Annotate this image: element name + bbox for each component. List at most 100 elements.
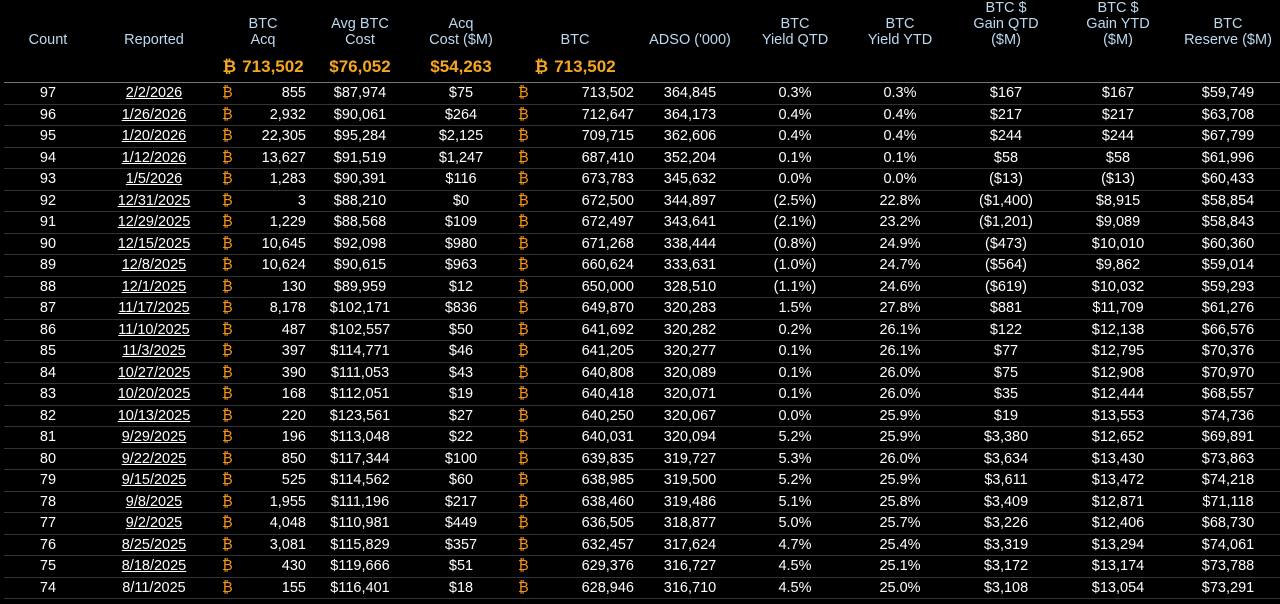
cell-btc-acq: ₿ 430 xyxy=(216,555,310,578)
bitcoin-icon: ₿ xyxy=(518,235,529,252)
cell-btc-acq: ₿ 487 xyxy=(216,319,310,341)
reported-date-link[interactable]: 1/20/2026 xyxy=(92,125,216,148)
bitcoin-icon: ₿ xyxy=(518,214,529,231)
bitcoin-icon: ₿ xyxy=(518,278,529,295)
cell-acq-cost: $0 xyxy=(410,190,512,212)
reported-date-link[interactable]: 12/1/2025 xyxy=(92,276,216,298)
bitcoin-icon: ₿ xyxy=(518,85,529,102)
table-row: 80 9/22/2025 ₿ 850 $117,344 $100 ₿ 639,835 319,7… xyxy=(4,448,1280,470)
cell-count: 78 xyxy=(4,491,92,513)
reported-date-link[interactable]: 10/20/2025 xyxy=(92,383,216,406)
cell-reserve: $61,276 xyxy=(1176,297,1280,320)
reported-date-link[interactable]: 12/8/2025 xyxy=(92,254,216,277)
reported-date-link[interactable]: 1/5/2026 xyxy=(92,168,216,191)
cell-btc-acq: ₿ 220 xyxy=(216,405,310,427)
bitcoin-icon: ₿ xyxy=(222,57,237,76)
cell-yield-qtd: (0.8%) xyxy=(742,233,848,255)
bitcoin-icon: ₿ xyxy=(518,364,529,381)
cell-gain-ytd: $8,915 xyxy=(1060,190,1176,212)
reported-date-link[interactable]: 8/18/2025 xyxy=(92,555,216,578)
total-btc: ₿ 713,502 xyxy=(512,52,638,83)
cell-gain-qtd: $3,226 xyxy=(952,512,1060,535)
bitcoin-icon: ₿ xyxy=(222,515,233,532)
table-row: 86 11/10/2025 ₿ 487 $102,557 $50 ₿ 641,692 320,2… xyxy=(4,319,1280,341)
cell-avg-cost: $110,981 xyxy=(310,512,410,535)
cell-reserve: $58,854 xyxy=(1176,190,1280,212)
cell-gain-qtd: $3,409 xyxy=(952,491,1060,513)
bitcoin-icon: ₿ xyxy=(518,106,529,123)
cell-yield-ytd: 25.8% xyxy=(848,491,952,513)
bitcoin-icon: ₿ xyxy=(222,450,233,467)
totals-row: ₿ 713,502 $76,052 $54,263 ₿ 713,502 xyxy=(4,52,1280,83)
reported-date-link[interactable]: 12/15/2025 xyxy=(92,233,216,255)
reported-date-link[interactable]: 10/27/2025 xyxy=(92,362,216,384)
cell-gain-ytd: $12,138 xyxy=(1060,319,1176,341)
cell-reserve: $70,376 xyxy=(1176,340,1280,363)
cell-yield-qtd: 0.1% xyxy=(742,147,848,169)
bitcoin-icon: ₿ xyxy=(222,493,233,510)
cell-reserve: $74,218 xyxy=(1176,469,1280,492)
cell-yield-ytd: 26.1% xyxy=(848,319,952,341)
reported-date-link[interactable]: 9/8/2025 xyxy=(92,491,216,513)
cell-count: 79 xyxy=(4,469,92,492)
cell-btc-acq: ₿ 397 xyxy=(216,340,310,363)
cell-yield-qtd: (1.0%) xyxy=(742,254,848,277)
cell-yield-qtd: 0.0% xyxy=(742,168,848,191)
cell-gain-ytd: $12,406 xyxy=(1060,512,1176,535)
cell-avg-cost: $112,051 xyxy=(310,383,410,406)
cell-gain-ytd: $13,054 xyxy=(1060,577,1176,599)
cell-gain-ytd: $13,472 xyxy=(1060,469,1176,492)
cell-reserve: $63,708 xyxy=(1176,104,1280,126)
reported-date-link[interactable]: 1/12/2026 xyxy=(92,147,216,169)
table-row: 79 9/15/2025 ₿ 525 $114,562 $60 ₿ 638,985 319,50… xyxy=(4,469,1280,492)
reported-date-link[interactable]: 2/2/2026 xyxy=(92,82,216,105)
cell-btc-acq: ₿ 2,932 xyxy=(216,104,310,126)
cell-yield-qtd: (2.1%) xyxy=(742,211,848,234)
cell-yield-ytd: 25.0% xyxy=(848,577,952,599)
cell-gain-qtd: $77 xyxy=(952,340,1060,363)
cell-gain-ytd: $12,871 xyxy=(1060,491,1176,513)
reported-date-link[interactable]: 10/13/2025 xyxy=(92,405,216,427)
cell-adso: 320,277 xyxy=(638,340,742,363)
cell-avg-cost: $115,829 xyxy=(310,534,410,556)
cell-btc-acq: ₿ 3,081 xyxy=(216,534,310,556)
reported-date-link[interactable]: 11/10/2025 xyxy=(92,319,216,341)
cell-yield-qtd: 0.4% xyxy=(742,104,848,126)
cell-count: 93 xyxy=(4,168,92,191)
cell-gain-ytd: ($13) xyxy=(1060,168,1176,191)
cell-reserve: $66,576 xyxy=(1176,319,1280,341)
reported-date-link[interactable]: 9/29/2025 xyxy=(92,426,216,449)
cell-gain-ytd: $12,795 xyxy=(1060,340,1176,363)
cell-avg-cost: $95,284 xyxy=(310,125,410,148)
total-avg-cost: $76,052 xyxy=(310,52,410,83)
reported-date-link[interactable]: 11/17/2025 xyxy=(92,297,216,320)
reported-date-link[interactable]: 12/29/2025 xyxy=(92,211,216,234)
reported-date-link[interactable]: 11/3/2025 xyxy=(92,340,216,363)
cell-acq-cost: $109 xyxy=(410,211,512,234)
cell-count: 83 xyxy=(4,383,92,406)
bitcoin-icon: ₿ xyxy=(222,579,233,596)
cell-btc: ₿ 640,031 xyxy=(512,426,638,449)
cell-avg-cost: $113,048 xyxy=(310,426,410,449)
header-row: Count Reported BTC Acq Avg BTC Cost Acq Cos… xyxy=(4,0,1280,52)
cell-adso: 319,727 xyxy=(638,448,742,470)
reported-date-link[interactable]: 9/2/2025 xyxy=(92,512,216,535)
cell-avg-cost: $90,615 xyxy=(310,254,410,277)
cell-adso: 320,282 xyxy=(638,319,742,341)
reported-date-link[interactable]: 9/22/2025 xyxy=(92,448,216,470)
reported-date-link[interactable]: 8/25/2025 xyxy=(92,534,216,556)
cell-count: 75 xyxy=(4,555,92,578)
bitcoin-icon: ₿ xyxy=(222,278,233,295)
reported-date-link[interactable]: 12/31/2025 xyxy=(92,190,216,212)
bitcoin-icon: ₿ xyxy=(222,128,233,145)
cell-avg-cost: $87,974 xyxy=(310,82,410,105)
reported-date-link[interactable]: 1/26/2026 xyxy=(92,104,216,126)
bitcoin-icon: ₿ xyxy=(222,407,233,424)
reported-date-link[interactable]: 9/15/2025 xyxy=(92,469,216,492)
cell-reserve: $60,433 xyxy=(1176,168,1280,191)
col-yield-ytd-header: BTC Yield YTD xyxy=(867,16,933,48)
cell-yield-qtd: 4.7% xyxy=(742,534,848,556)
table-body: 97 2/2/2026 ₿ 855 $87,974 $75 ₿ 713,502 364,845 0… xyxy=(4,82,1280,599)
cell-yield-ytd: 25.9% xyxy=(848,469,952,492)
table-row: 84 10/27/2025 ₿ 390 $111,053 $43 ₿ 640,808 320,0… xyxy=(4,362,1280,384)
